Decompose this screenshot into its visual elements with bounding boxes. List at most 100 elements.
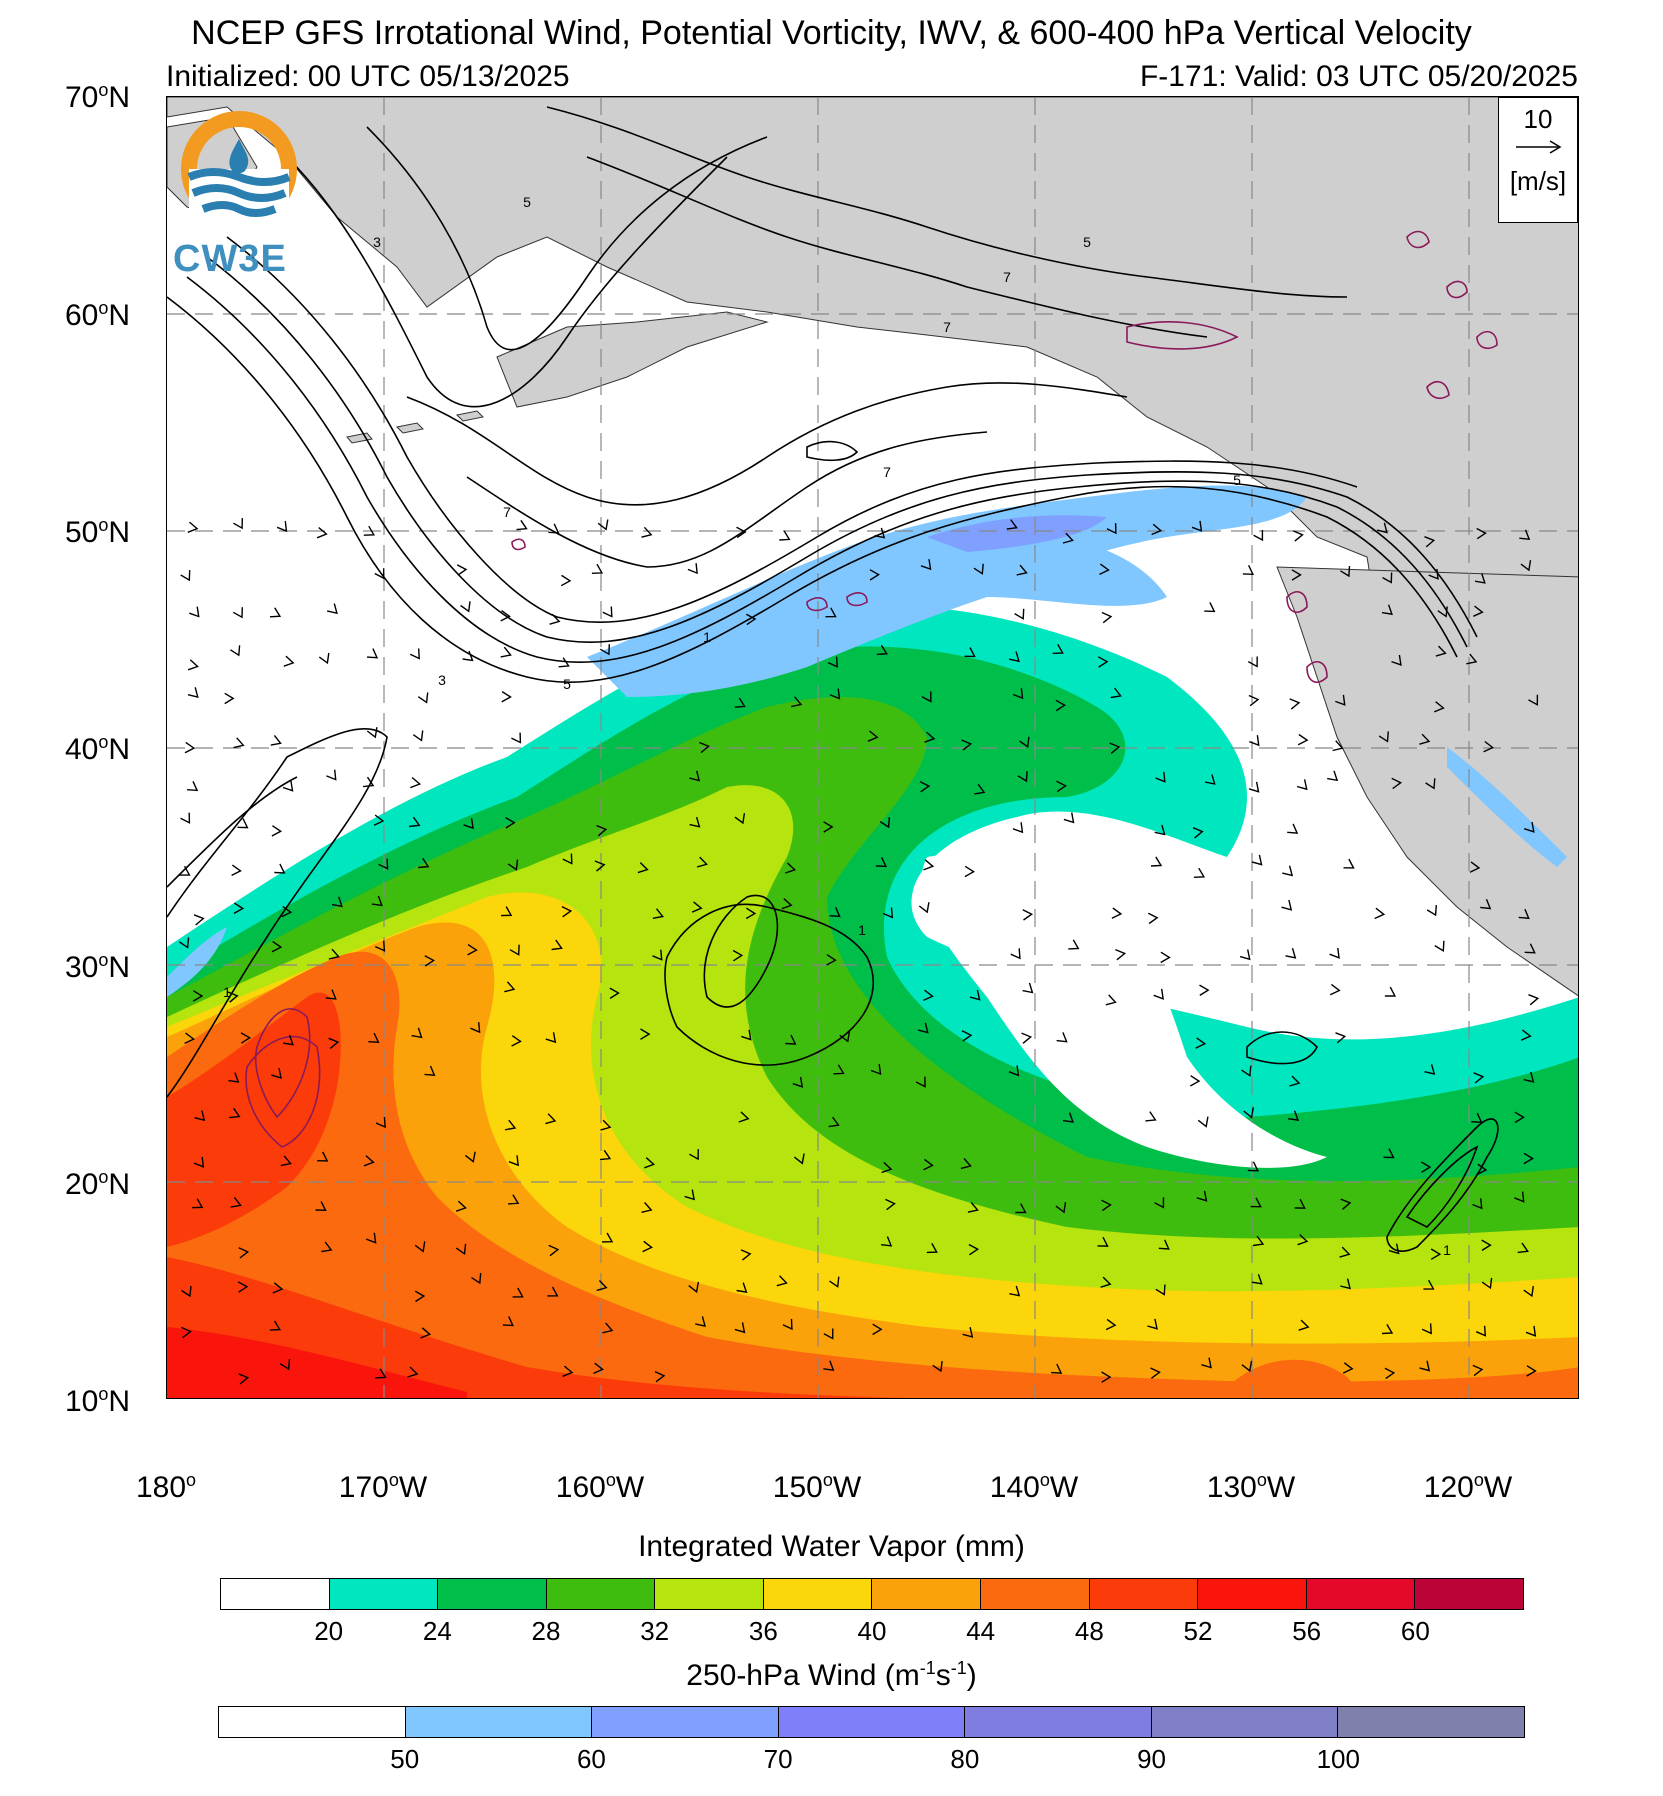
wind-vector <box>793 1153 805 1165</box>
wind-vector <box>741 1029 752 1041</box>
iwv-colorbar-swatch <box>1198 1579 1307 1609</box>
wind-vector <box>923 989 934 1002</box>
wind-vector <box>1378 731 1389 743</box>
wind-vector <box>1483 740 1495 753</box>
wind-vector <box>1382 572 1393 584</box>
wind-vector <box>317 1151 329 1162</box>
init-time: Initialized: 00 UTC 05/13/2025 <box>166 60 570 93</box>
wind-vector <box>455 1200 467 1212</box>
wind-vector <box>1297 733 1309 746</box>
wind-vector <box>315 1201 327 1212</box>
wind-vector <box>920 559 932 571</box>
wind-vector <box>1155 771 1166 783</box>
wind-vector <box>561 905 573 918</box>
wind-vector <box>1063 812 1075 824</box>
wind-vector <box>274 863 286 874</box>
wind-vector <box>1419 1360 1431 1372</box>
wind-vector <box>1253 530 1264 542</box>
wind-vector <box>180 570 191 582</box>
wind-vector <box>272 1282 284 1294</box>
wind-vector <box>1196 1190 1208 1202</box>
pv-contours <box>167 106 1499 1252</box>
wind-vector <box>407 1366 419 1378</box>
wind-colorbar-swatch <box>1151 1707 1339 1737</box>
wind-vector <box>1384 1367 1396 1380</box>
wind-vector <box>548 523 560 534</box>
iwv-colorbar-tick-label: 36 <box>748 1616 778 1646</box>
wind-vector <box>279 1359 291 1371</box>
wind-vector <box>874 527 886 539</box>
wind-colorbar-tick-label: 60 <box>576 1744 606 1774</box>
wind-vector <box>1520 1029 1532 1041</box>
iwv-colorbar-tick-label: 40 <box>857 1616 887 1646</box>
wind-vector <box>597 519 609 531</box>
wind-vector <box>779 530 791 541</box>
iwv-colorbar-swatch <box>1089 1579 1199 1609</box>
wind-vector <box>1155 1284 1166 1296</box>
wind-vector <box>1248 694 1260 707</box>
wind-vector <box>238 1373 250 1385</box>
lon-label-130w: 130oW <box>1206 1470 1296 1504</box>
iwv-colorbar-tick-label: 52 <box>1183 1616 1213 1646</box>
wind-vector <box>596 824 608 837</box>
vector-legend-value: 10 <box>1523 104 1553 134</box>
wind-vector <box>1016 564 1028 576</box>
wind-vector <box>1291 569 1302 581</box>
wind-vector <box>1327 770 1339 782</box>
wind-vector <box>1068 939 1080 950</box>
wind-vector <box>885 1198 896 1211</box>
wind-vector <box>192 1198 204 1209</box>
wind-vector <box>918 902 930 914</box>
iwv-colorbar-tick-label: 32 <box>640 1616 670 1646</box>
wind-vector <box>932 1361 943 1373</box>
wind-vector <box>1012 822 1024 834</box>
iwv-colorbar-swatch <box>655 1579 764 1609</box>
wind-vector <box>1332 740 1344 752</box>
wind-vector <box>652 908 664 919</box>
wind-vector <box>1017 771 1028 783</box>
wind-vector <box>599 1149 612 1161</box>
wind-vector <box>689 816 701 828</box>
wind-vector <box>271 940 283 953</box>
wind-vector <box>1192 827 1204 839</box>
svg-text:1: 1 <box>223 984 231 1000</box>
wind-vector <box>1476 1163 1488 1176</box>
wind-vector <box>1424 536 1436 548</box>
wind-vector <box>378 858 389 870</box>
wind-vector <box>1150 856 1163 867</box>
wind-vector <box>187 521 199 533</box>
wind-vector <box>921 691 932 703</box>
wind-vector <box>545 1032 557 1044</box>
cw3e-logo-icon <box>181 111 297 229</box>
wind-vector <box>1145 1111 1157 1122</box>
wind-vector <box>504 1119 517 1131</box>
wind-vector <box>924 731 936 743</box>
wind-vector <box>1010 948 1021 960</box>
wind-vector <box>187 659 199 671</box>
wind-vector <box>282 1034 294 1046</box>
wind-vector <box>1249 735 1260 747</box>
wind-vector <box>464 1151 476 1163</box>
wind-vector <box>1022 982 1034 994</box>
wind-vector <box>1101 611 1113 624</box>
wind-vector <box>1247 1161 1259 1172</box>
wind-vector <box>280 1155 292 1167</box>
wind-vector <box>867 730 879 742</box>
wind-vector <box>687 563 698 575</box>
iwv-colorbar <box>220 1578 1524 1610</box>
wind-vector <box>1197 1116 1209 1128</box>
wind-vector <box>641 526 653 538</box>
wind-vector <box>827 656 838 668</box>
wind-vector <box>470 1022 481 1034</box>
wind-vector <box>882 907 894 919</box>
wind-vector <box>785 1034 797 1045</box>
lat-label-20: 20oN <box>64 1167 130 1201</box>
iwv-colorbar-swatch <box>221 1579 330 1609</box>
wind-vector <box>507 859 519 871</box>
wind-vector <box>562 1365 574 1377</box>
wind-vector <box>1051 1363 1063 1374</box>
wind-vector <box>1335 1032 1347 1044</box>
wind-vector <box>736 1282 748 1293</box>
wind-vector <box>1421 1161 1432 1173</box>
wind-vector <box>460 601 471 613</box>
